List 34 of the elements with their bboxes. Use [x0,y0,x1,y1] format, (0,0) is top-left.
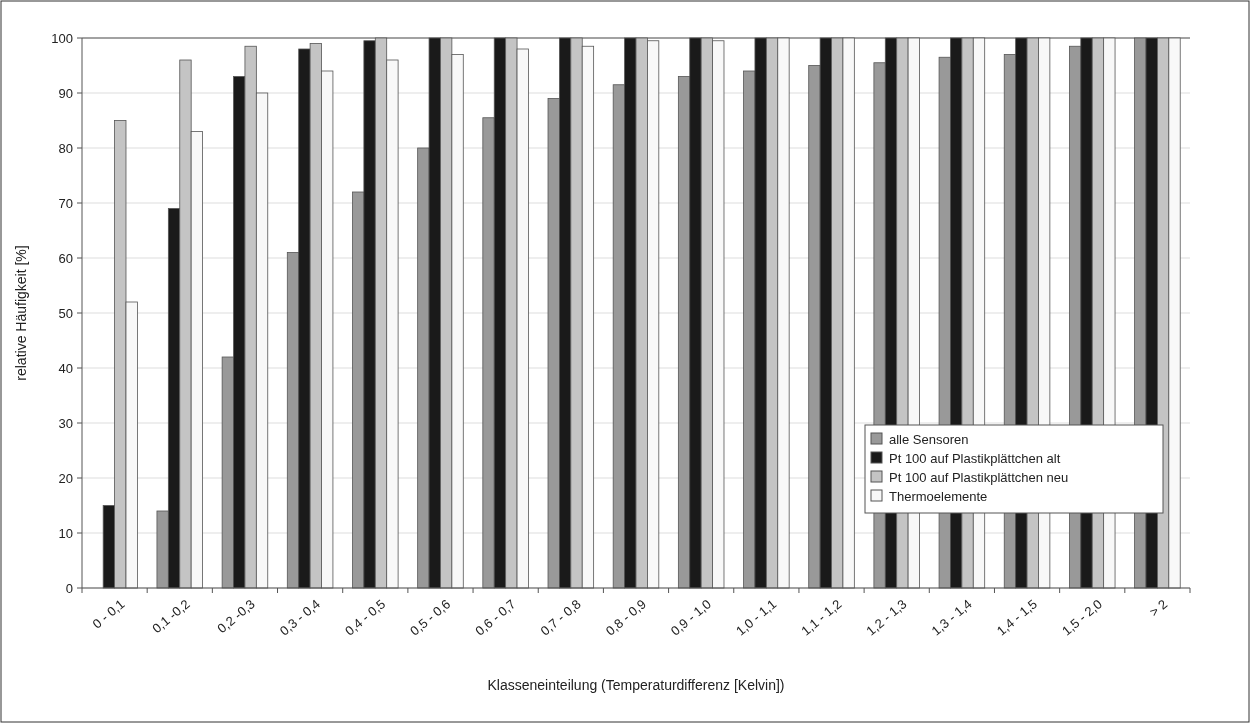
x-tick-label: 0,9 - 1,0 [667,596,715,639]
y-tick-label: 30 [58,415,73,431]
x-axis-title: Klasseneinteilung (Temperaturdifferenz [Kelvin]) [487,677,785,693]
x-tick-label: 0 - 0,1 [89,596,128,632]
x-tick-label: 0,2 -0,3 [214,596,258,637]
legend-label: alle Sensoren [889,431,969,447]
y-tick-label: 20 [58,470,73,486]
y-tick-label: 70 [58,195,73,211]
y-tick-label: 80 [58,140,73,156]
x-tick-label: 0,1 -0,2 [149,596,193,637]
x-tick-label: 1,5 - 2,0 [1058,596,1106,639]
x-tick-label: 0,5 - 0,6 [407,596,454,639]
x-tick-label: 0,8 - 0,9 [602,596,649,639]
x-tick-label: 1,0 - 1,1 [733,596,780,639]
x-tick-label: 1,1 - 1,2 [798,596,845,639]
x-tick-label: 0,4 - 0,5 [341,596,389,639]
legend-label: Thermoelemente [889,488,988,504]
y-tick-label: 40 [58,360,73,376]
y-tick-label: 10 [58,525,73,541]
y-axis-title: relative Häufigkeit [%] [13,245,29,381]
x-tick-label: > 2 [1146,596,1171,620]
x-tick-label: 0,7 - 0,8 [537,596,584,639]
x-tick-label: 0,3 - 0,4 [276,596,323,639]
y-tick-label: 100 [51,30,73,46]
x-tick-label: 1,3 - 1,4 [928,596,975,639]
y-tick-label: 60 [58,250,73,266]
y-tick-label: 50 [58,305,73,321]
x-tick-label: 0,6 - 0,7 [472,596,519,639]
x-tick-label: 1,4 - 1,5 [993,596,1040,639]
legend-label: Pt 100 auf Plastikplättchen alt [889,450,1061,466]
y-tick-label: 0 [65,580,73,596]
y-tick-label: 90 [58,85,73,101]
legend-label: Pt 100 auf Plastikplättchen neu [889,469,1069,485]
x-tick-label: 1,2 - 1,3 [863,596,910,639]
